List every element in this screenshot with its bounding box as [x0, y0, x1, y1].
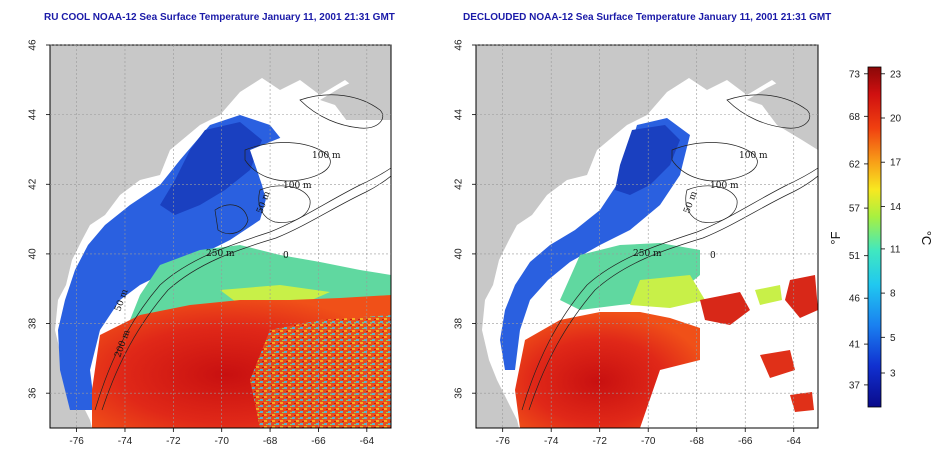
- colorbar-f-label: 51: [849, 251, 861, 262]
- panel2-deep-cold-water: [615, 125, 680, 195]
- panel2-slope-yellow: [630, 275, 705, 308]
- colorbar-f-label: 37: [849, 380, 861, 391]
- y-tick-label: 38: [28, 318, 39, 330]
- colorbar-f-label: 62: [849, 159, 861, 170]
- colorbar-f-label: 68: [849, 112, 861, 123]
- colorbar-c-label: 23: [890, 69, 902, 80]
- panel1-noisy-water: [250, 315, 391, 428]
- panel2-title: DECLOUDED NOAA-12 Sea Surface Temperatur…: [463, 12, 832, 23]
- panel2-warm-eddy-2: [785, 275, 818, 318]
- colorbar-c-label: 3: [890, 369, 896, 380]
- panel1-land: [50, 45, 391, 428]
- panel2-map: [476, 45, 818, 428]
- colorbar-f-label: 73: [849, 69, 861, 80]
- y-tick-label: 38: [454, 318, 465, 330]
- y-tick-label: 36: [454, 387, 465, 399]
- x-tick-label: -68: [689, 436, 704, 447]
- colorbar-c-label: 20: [890, 114, 902, 125]
- colorbar: 73 68 62 57 51 46 41 37 23 20 17 14 11 8 5 3 °F °C: [828, 66, 934, 408]
- panel1-deep-cold-water: [160, 122, 262, 215]
- x-tick-label: -68: [263, 436, 278, 447]
- celsius-unit: °C: [919, 231, 934, 246]
- colorbar-gradient: [867, 66, 882, 408]
- panel2-eddy-yellow: [755, 285, 782, 305]
- colorbar-f-label: 57: [849, 204, 861, 215]
- y-tick-label: 46: [454, 39, 465, 51]
- colorbar-f-label: 41: [849, 340, 861, 351]
- panel2-warm-eddy-1: [700, 292, 750, 325]
- y-tick-label: 40: [454, 248, 465, 260]
- x-tick-label: -70: [214, 436, 229, 447]
- x-tick-label: -76: [69, 436, 84, 447]
- x-tick-label: -74: [118, 436, 133, 447]
- y-tick-label: 42: [454, 178, 465, 190]
- fahrenheit-unit: °F: [828, 231, 843, 244]
- panel2-warm-eddy-3: [760, 350, 795, 378]
- panel1-grid: -76 -74 -72 -70 -68 -66 -64 36 38 40 42 44 46: [28, 39, 391, 447]
- x-tick-label: -72: [592, 436, 607, 447]
- colorbar-f-label: 46: [849, 294, 861, 305]
- x-tick-label: -66: [311, 436, 326, 447]
- panel2-contours: [521, 94, 818, 411]
- panel1-title: RU COOL NOAA-12 Sea Surface Temperature …: [44, 12, 395, 23]
- colorbar-c-label: 8: [890, 289, 896, 300]
- panel2-gulf-stream: [515, 312, 700, 428]
- colorbar-c-label: 14: [890, 202, 902, 213]
- contour-label: 0: [710, 251, 716, 261]
- contour-label: 100 m: [283, 181, 312, 191]
- contour-label: 100 m: [739, 151, 768, 161]
- colorbar-c-label: 11: [890, 244, 901, 255]
- x-tick-label: -64: [787, 436, 802, 447]
- x-tick-label: -66: [738, 436, 753, 447]
- panel1-contours: [94, 94, 391, 411]
- y-tick-label: 46: [28, 39, 39, 51]
- panel2-frame: [475, 44, 819, 429]
- y-tick-label: 44: [28, 109, 39, 121]
- y-tick-label: 44: [454, 109, 465, 121]
- colorbar-c-label: 5: [890, 333, 896, 344]
- panel1-map: [50, 45, 391, 428]
- contour-label: 250 m: [206, 249, 235, 259]
- x-tick-label: -74: [544, 436, 559, 447]
- x-tick-label: -72: [166, 436, 181, 447]
- contour-label: 100 m: [710, 181, 739, 191]
- panel2-grid: -76 -74 -72 -70 -68 -66 -64 36 38 40 42 44 46: [454, 39, 818, 447]
- contour-label: 0: [283, 251, 289, 261]
- x-tick-label: -64: [360, 436, 375, 447]
- contour-label: 250 m: [633, 249, 662, 259]
- panel1-frame: [49, 44, 392, 429]
- y-tick-label: 40: [28, 248, 39, 260]
- x-tick-label: -76: [495, 436, 510, 447]
- panel2-warm-eddy-4: [790, 392, 814, 412]
- panel2-land-nova-scotia: [747, 60, 818, 150]
- x-tick-label: -70: [641, 436, 656, 447]
- y-tick-label: 36: [28, 387, 39, 399]
- colorbar-c-label: 17: [890, 158, 902, 169]
- contour-label: 100 m: [312, 151, 341, 161]
- panel2-land: [476, 45, 818, 428]
- y-tick-label: 42: [28, 178, 39, 190]
